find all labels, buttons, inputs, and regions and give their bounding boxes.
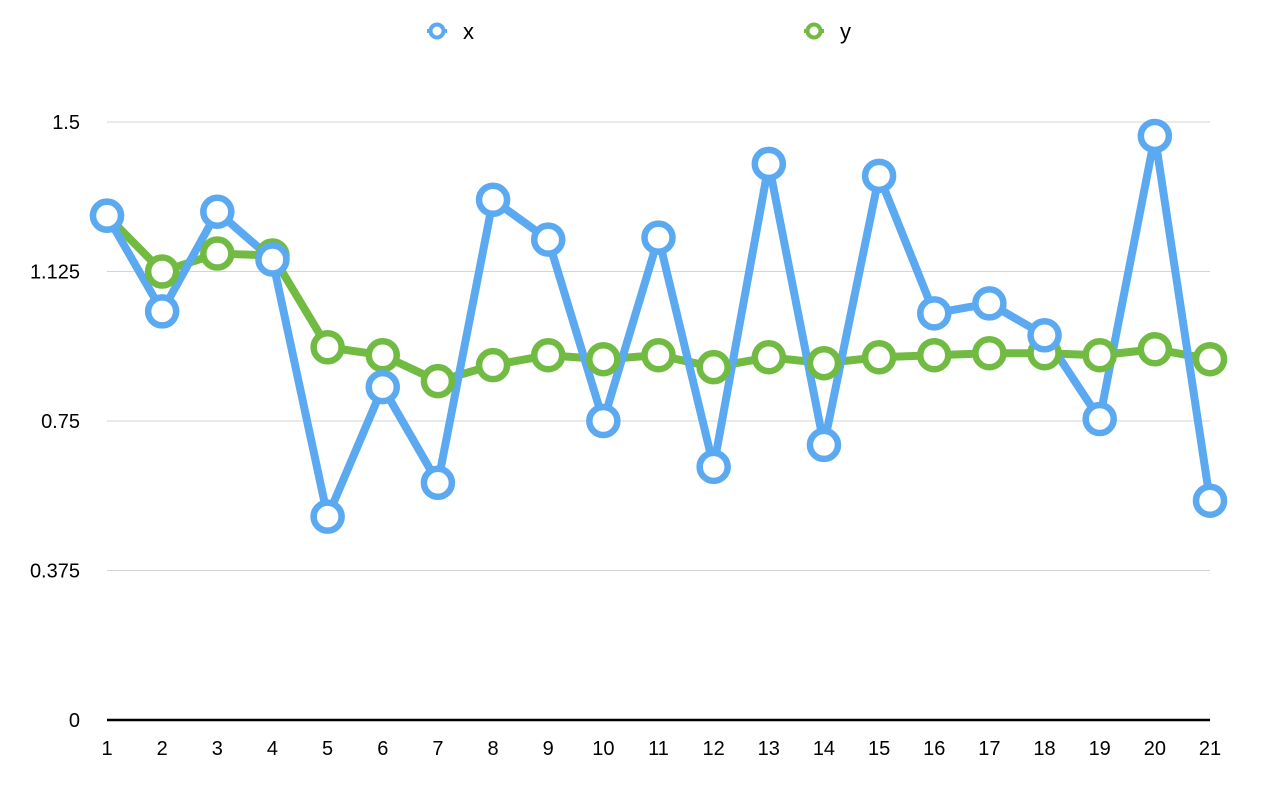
data-point-x xyxy=(200,194,235,229)
data-point-y xyxy=(144,254,180,289)
data-point-x xyxy=(255,242,290,277)
data-point-x xyxy=(972,286,1007,321)
data-point-y xyxy=(751,339,787,375)
data-point-x xyxy=(696,449,731,485)
x-tick-label: 20 xyxy=(1144,738,1166,760)
y-tick-label: 1.125 xyxy=(30,262,80,284)
data-point-x xyxy=(365,369,400,405)
data-point-y xyxy=(1082,337,1117,373)
data-point-x xyxy=(917,296,952,331)
data-point-x xyxy=(586,403,621,439)
x-tick-label: 18 xyxy=(1033,738,1055,760)
x-tick-label: 8 xyxy=(487,738,498,760)
x-tick-label: 21 xyxy=(1199,738,1221,760)
x-tick-label: 11 xyxy=(648,738,669,760)
x-tick-label: 1 xyxy=(101,738,112,760)
data-point-x xyxy=(861,158,897,194)
data-point-x xyxy=(1082,401,1117,437)
x-tick-label: 16 xyxy=(923,738,945,760)
data-point-y xyxy=(310,329,345,365)
data-point-y xyxy=(641,337,676,373)
data-point-y xyxy=(972,335,1007,371)
data-point-y xyxy=(861,339,897,375)
x-tick-label: 13 xyxy=(758,738,780,760)
x-tick-label: 12 xyxy=(703,738,725,760)
x-tick-label: 10 xyxy=(592,738,614,760)
data-point-x xyxy=(1137,118,1173,154)
data-point-x xyxy=(806,427,842,463)
data-point-x xyxy=(420,465,456,501)
grid-lines xyxy=(107,121,1210,571)
legend-marker-y xyxy=(805,22,823,40)
data-point-y xyxy=(806,345,842,381)
x-tick-label: 14 xyxy=(813,738,835,760)
x-tick-label: 6 xyxy=(377,738,388,760)
data-point-y xyxy=(365,337,400,373)
data-point-x xyxy=(1027,318,1062,353)
data-point-y xyxy=(1137,331,1173,367)
data-point-y xyxy=(586,341,621,377)
data-point-y xyxy=(200,236,235,271)
y-tick-label: 0.75 xyxy=(41,411,80,433)
legend-marker-x xyxy=(428,22,446,40)
data-point-x xyxy=(641,220,676,255)
legend-label-x: x xyxy=(463,19,474,44)
data-point-y xyxy=(420,363,456,399)
data-point-y xyxy=(696,349,731,385)
y-tick-label: 1.5 xyxy=(52,112,80,134)
legend-label-y: y xyxy=(840,19,851,44)
x-tick-label: 7 xyxy=(432,738,443,760)
x-tick-label: 4 xyxy=(267,738,278,760)
series-lines xyxy=(89,118,1228,534)
x-tick-label: 17 xyxy=(978,738,1000,760)
data-point-y xyxy=(475,347,511,383)
x-tick-label: 9 xyxy=(543,738,554,760)
data-point-x xyxy=(751,146,787,182)
x-tick-label: 19 xyxy=(1089,738,1111,760)
y-tick-label: 0.375 xyxy=(30,561,80,583)
data-point-y xyxy=(917,337,952,373)
data-point-x xyxy=(530,222,566,257)
data-point-x xyxy=(310,499,345,534)
data-point-x xyxy=(1192,483,1228,518)
x-tick-label: 15 xyxy=(868,738,890,760)
x-tick-label: 5 xyxy=(322,738,333,760)
y-tick-label: 0 xyxy=(69,710,80,732)
data-point-x xyxy=(89,198,125,233)
data-point-y xyxy=(530,337,566,373)
data-point-y xyxy=(1192,341,1228,377)
data-point-x xyxy=(475,182,511,217)
data-point-x xyxy=(144,294,180,329)
x-tick-label: 2 xyxy=(157,738,168,760)
x-tick-label: 3 xyxy=(212,738,223,760)
